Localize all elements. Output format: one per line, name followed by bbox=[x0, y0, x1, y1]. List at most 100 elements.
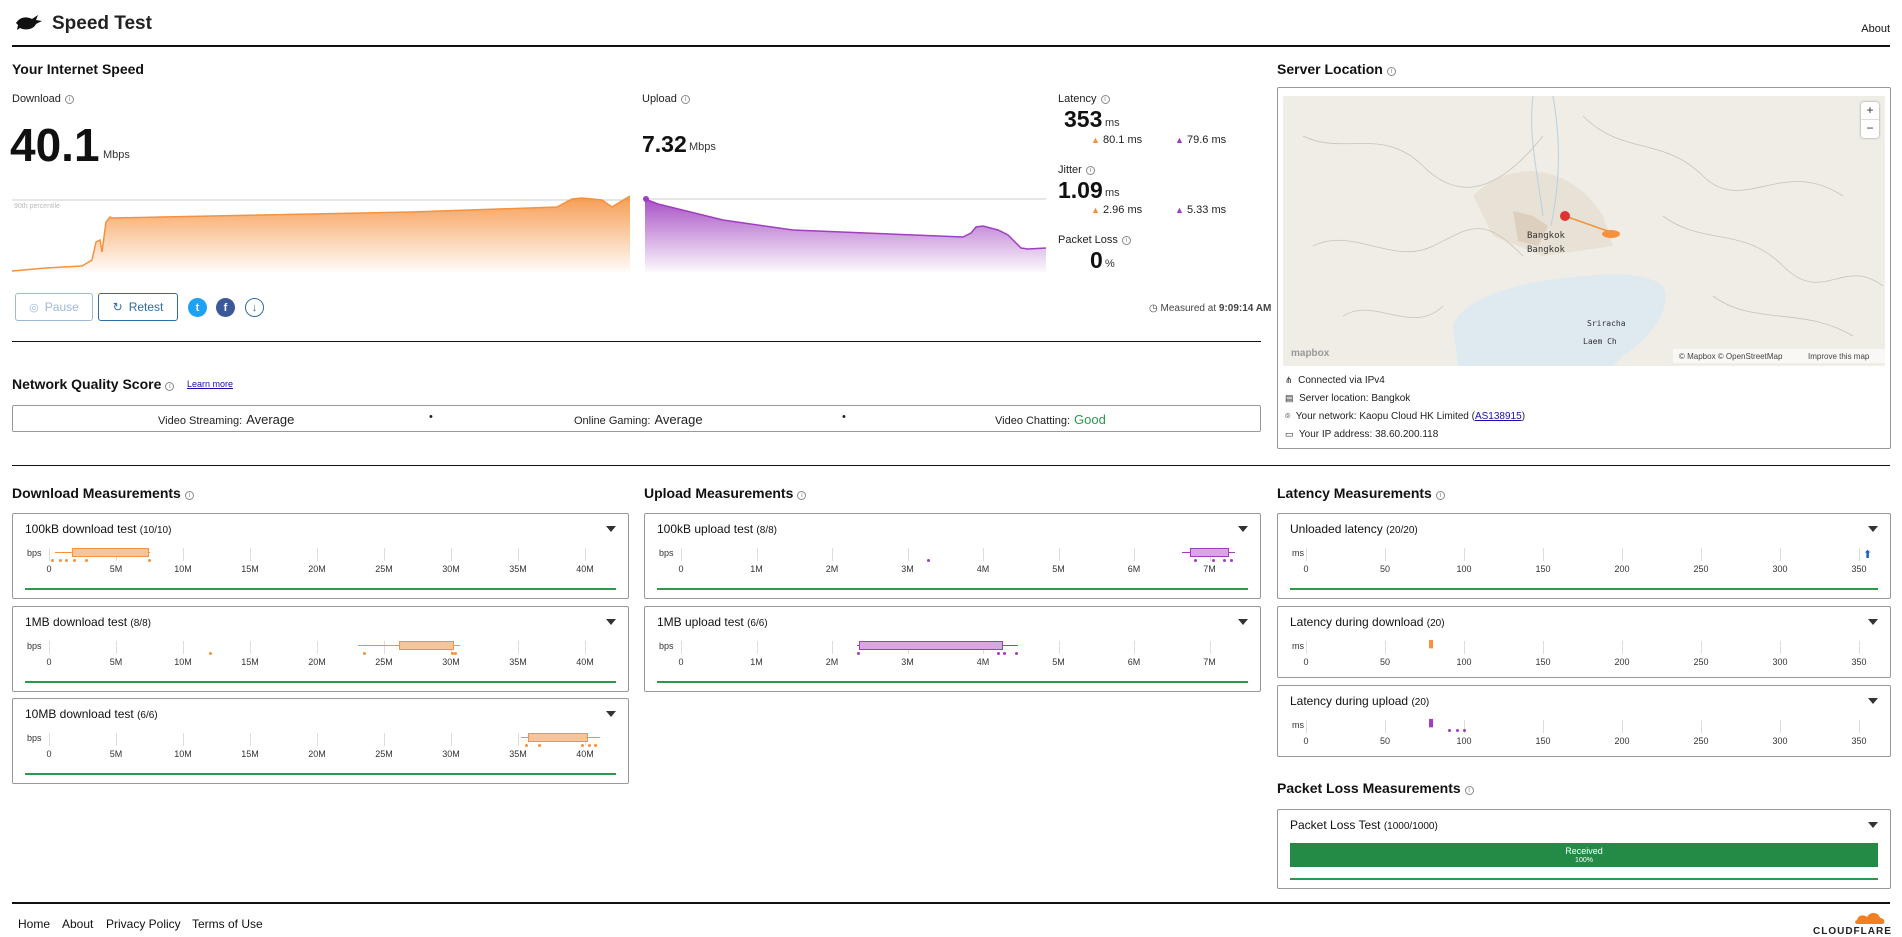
axis-unit: ms bbox=[1292, 720, 1304, 730]
axis-tick-label: 2M bbox=[825, 564, 839, 574]
axis-tick-label: 5M bbox=[1052, 657, 1065, 667]
grid-line bbox=[183, 733, 184, 746]
upload-1mb-card: 1MB upload test (6/6) bps 0 1M 2M 3M 4M 5M 6M 7… bbox=[644, 606, 1261, 692]
box-plot bbox=[399, 641, 454, 650]
grid-line bbox=[585, 548, 586, 561]
axis-tick-label: 150 bbox=[1535, 564, 1551, 574]
twitter-share-icon[interactable]: t bbox=[188, 298, 207, 317]
green-baseline bbox=[1290, 878, 1878, 880]
grid-line bbox=[250, 733, 251, 746]
sample-point bbox=[59, 559, 62, 562]
axis-tick-label: 30M bbox=[442, 657, 460, 667]
footer-home-link[interactable]: Home bbox=[18, 917, 51, 931]
expand-chevron-icon[interactable] bbox=[1868, 526, 1878, 532]
expand-chevron-icon[interactable] bbox=[1868, 822, 1878, 828]
download-unit: Mbps bbox=[103, 149, 130, 161]
as-number-link[interactable]: AS138915 bbox=[1474, 411, 1522, 422]
separator-dot: • bbox=[429, 411, 433, 423]
sample-point bbox=[85, 559, 88, 562]
latency-marker: ▮ bbox=[1428, 717, 1435, 729]
grid-line bbox=[384, 641, 385, 654]
axis-tick-label: 50 bbox=[1379, 736, 1391, 746]
unloaded-latency-card: Unloaded latency (20/20) ms 0 50 100 150 200… bbox=[1277, 513, 1891, 599]
svg-text:Laem Ch: Laem Ch bbox=[1583, 337, 1617, 346]
axis-tick-label: 25M bbox=[375, 564, 393, 574]
sample-point bbox=[594, 744, 597, 747]
expand-chevron-icon[interactable] bbox=[606, 526, 616, 532]
upload-label: Upload i bbox=[642, 93, 690, 105]
svg-text:Sriracha: Sriracha bbox=[1587, 319, 1626, 328]
axis-tick-label: 30M bbox=[442, 564, 460, 574]
retest-button[interactable]: ↻ Retest bbox=[98, 293, 178, 321]
axis-tick-label: 5M bbox=[1052, 564, 1065, 574]
upload-unit: Mbps bbox=[689, 141, 716, 153]
sample-point bbox=[1230, 559, 1233, 562]
about-link[interactable]: About bbox=[1861, 23, 1890, 35]
axis-tick-label: 25M bbox=[375, 657, 393, 667]
grid-line bbox=[250, 548, 251, 561]
info-icon: i bbox=[64, 95, 74, 104]
connected-via: ⋔ Connected via IPv4 bbox=[1285, 375, 1385, 386]
grid-line bbox=[518, 733, 519, 746]
grid-line bbox=[1209, 641, 1211, 654]
axis-tick-label: 4M bbox=[976, 564, 990, 574]
learn-more-link[interactable]: Learn more bbox=[187, 379, 234, 389]
axis-tick-label: 0 bbox=[46, 657, 52, 667]
axis-tick-label: 200 bbox=[1614, 736, 1630, 746]
expand-chevron-icon[interactable] bbox=[1238, 619, 1248, 625]
sample-point bbox=[1003, 652, 1006, 655]
your-network: ⌾ Your network: Kaopu Cloud HK Limited (… bbox=[1285, 411, 1526, 422]
axis-tick-label: 0 bbox=[678, 657, 684, 667]
sample-point bbox=[588, 744, 591, 747]
info-icon: i bbox=[1435, 491, 1445, 500]
expand-chevron-icon[interactable] bbox=[606, 711, 616, 717]
axis-tick-label: 35M bbox=[509, 749, 527, 759]
expand-chevron-icon[interactable] bbox=[1868, 698, 1878, 704]
grid-line bbox=[1780, 641, 1781, 654]
svg-text:Improve this map: Improve this map bbox=[1808, 352, 1870, 361]
footer-about-link[interactable]: About bbox=[62, 917, 94, 931]
sample-point bbox=[997, 652, 1000, 655]
zoom-out-button[interactable]: − bbox=[1866, 121, 1874, 135]
latency-during-download-card: Latency during download (20) ms 0 50 100 15… bbox=[1277, 606, 1891, 678]
footer-divider bbox=[12, 902, 1890, 904]
download-results-icon[interactable]: ↓ bbox=[245, 298, 264, 317]
footer-privacy-link[interactable]: Privacy Policy bbox=[106, 917, 181, 931]
axis-tick-label: 1M bbox=[750, 564, 763, 574]
axis-tick-label: 50 bbox=[1379, 564, 1391, 574]
axis-tick-label: 7M bbox=[1203, 657, 1216, 667]
jitter-value: 1.09 bbox=[1058, 177, 1103, 203]
axis-tick-label: 3M bbox=[901, 657, 914, 667]
axis-tick-label: 15M bbox=[241, 657, 259, 667]
grid-line bbox=[1543, 641, 1544, 654]
grid-line bbox=[1058, 641, 1060, 654]
latency-measurements-heading: Latency Measurements i bbox=[1277, 485, 1445, 501]
axis-tick-label: 40M bbox=[576, 749, 594, 759]
upload-measurements-heading: Upload Measurements i bbox=[644, 485, 807, 501]
your-ip: ▭ Your IP address: 38.60.200.118 bbox=[1285, 429, 1439, 440]
download-label: Download i bbox=[12, 93, 74, 105]
facebook-share-icon[interactable]: f bbox=[216, 298, 235, 317]
axis-tick-label: 100 bbox=[1456, 736, 1472, 746]
axis-tick-label: 20M bbox=[308, 564, 326, 574]
sample-point bbox=[65, 559, 68, 562]
box-plot bbox=[72, 548, 149, 557]
server-map[interactable]: Bangkok Bangkok Sriracha Laem Ch mapbox … bbox=[1283, 96, 1885, 366]
grid-line bbox=[183, 641, 184, 654]
zoom-in-button[interactable]: + bbox=[1861, 102, 1879, 120]
expand-chevron-icon[interactable] bbox=[606, 619, 616, 625]
expand-chevron-icon[interactable] bbox=[1238, 526, 1248, 532]
info-icon: i bbox=[1100, 95, 1110, 104]
jitter-download: ▲ 2.96 ms bbox=[1091, 204, 1143, 216]
svg-text:© Mapbox © OpenStreetMap: © Mapbox © OpenStreetMap bbox=[1679, 352, 1783, 361]
pause-button[interactable]: ◎ Pause bbox=[15, 293, 93, 321]
axis-tick-label: 350 bbox=[1851, 736, 1867, 746]
axis-tick-label: 40M bbox=[576, 564, 594, 574]
grid-line bbox=[1385, 548, 1386, 561]
footer-terms-link[interactable]: Terms of Use bbox=[192, 917, 263, 931]
packet-loss-card: Packet Loss Test (1000/1000) Received 100… bbox=[1277, 809, 1891, 889]
sample-point bbox=[363, 652, 366, 655]
header-divider bbox=[12, 45, 1890, 47]
grid-line bbox=[317, 733, 318, 746]
expand-chevron-icon[interactable] bbox=[1868, 619, 1878, 625]
